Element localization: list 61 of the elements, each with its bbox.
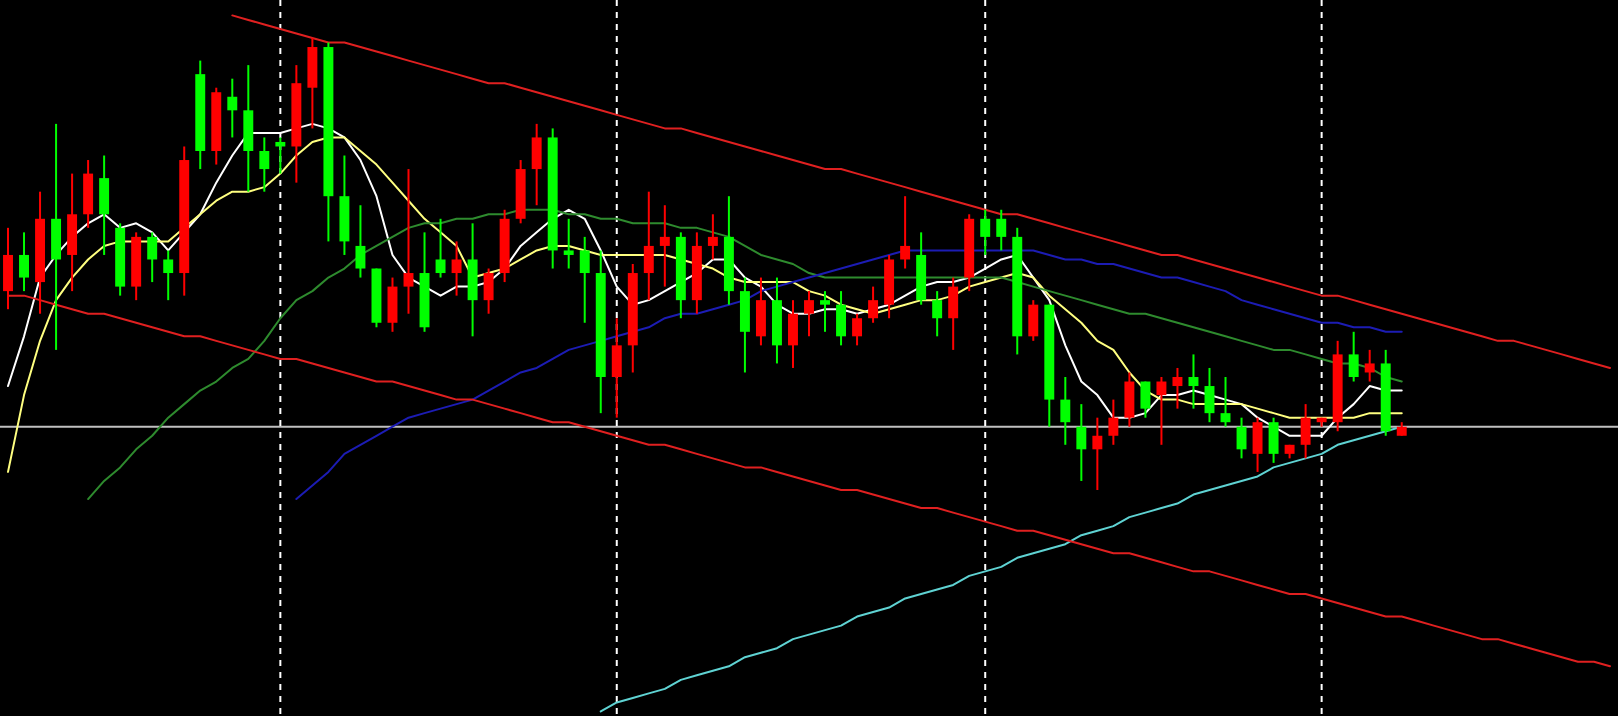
candlestick — [707, 213, 718, 261]
candlestick — [483, 267, 494, 315]
candlestick — [884, 253, 895, 320]
candlestick — [916, 231, 927, 306]
candlestick — [1076, 403, 1087, 482]
candlestick — [1364, 348, 1375, 383]
candlestick — [563, 217, 574, 270]
candlestick — [259, 136, 270, 193]
candlestick — [67, 172, 78, 293]
candlestick — [1028, 299, 1039, 342]
candlestick — [387, 276, 398, 333]
candlestick — [788, 299, 798, 369]
candlestick — [900, 195, 911, 270]
candlestick — [804, 290, 814, 338]
candlestick — [1092, 416, 1103, 491]
candlestick — [1268, 416, 1279, 464]
candlestick — [435, 217, 446, 279]
candlestick — [659, 204, 670, 288]
candlestick — [339, 154, 350, 256]
candlestick — [1252, 416, 1263, 473]
candlestick — [3, 226, 13, 311]
candlestick — [820, 290, 830, 333]
candlestick — [147, 231, 158, 284]
candlestick — [1188, 353, 1199, 410]
candlestick — [51, 122, 62, 351]
candlestick — [643, 190, 654, 302]
candlestick — [1204, 366, 1215, 424]
candlestick — [1156, 376, 1167, 446]
candlestick — [932, 290, 943, 338]
candlestick — [307, 37, 318, 130]
candlestick — [227, 77, 238, 139]
candlestick — [19, 231, 29, 293]
candlestick — [403, 168, 414, 315]
candlestick — [948, 276, 959, 351]
candlestick — [451, 240, 462, 297]
candlestick — [996, 208, 1007, 252]
candlestick — [1220, 376, 1231, 428]
candlestick — [739, 276, 750, 374]
candlestick — [243, 64, 254, 193]
candlestick — [1236, 416, 1247, 460]
candlestick — [1172, 366, 1183, 410]
candlestick — [836, 290, 847, 347]
candlestick — [355, 204, 366, 279]
candlestick — [163, 249, 174, 302]
candlestick — [1300, 403, 1311, 460]
candlestick — [868, 285, 879, 324]
candlestick — [1124, 371, 1135, 428]
candlestick — [611, 317, 622, 419]
candlestick — [755, 276, 766, 347]
candlestick — [1108, 398, 1119, 446]
candlestick — [980, 208, 991, 256]
candlestick — [852, 312, 863, 347]
candlestick — [1140, 380, 1151, 419]
candlestick — [771, 276, 782, 365]
candlestick — [1060, 376, 1071, 446]
candlestick — [531, 122, 542, 207]
candlestick — [467, 222, 478, 338]
candlestick — [579, 235, 590, 324]
candlestick — [99, 154, 110, 256]
candlestick — [1348, 330, 1359, 383]
candlestick — [83, 159, 94, 229]
